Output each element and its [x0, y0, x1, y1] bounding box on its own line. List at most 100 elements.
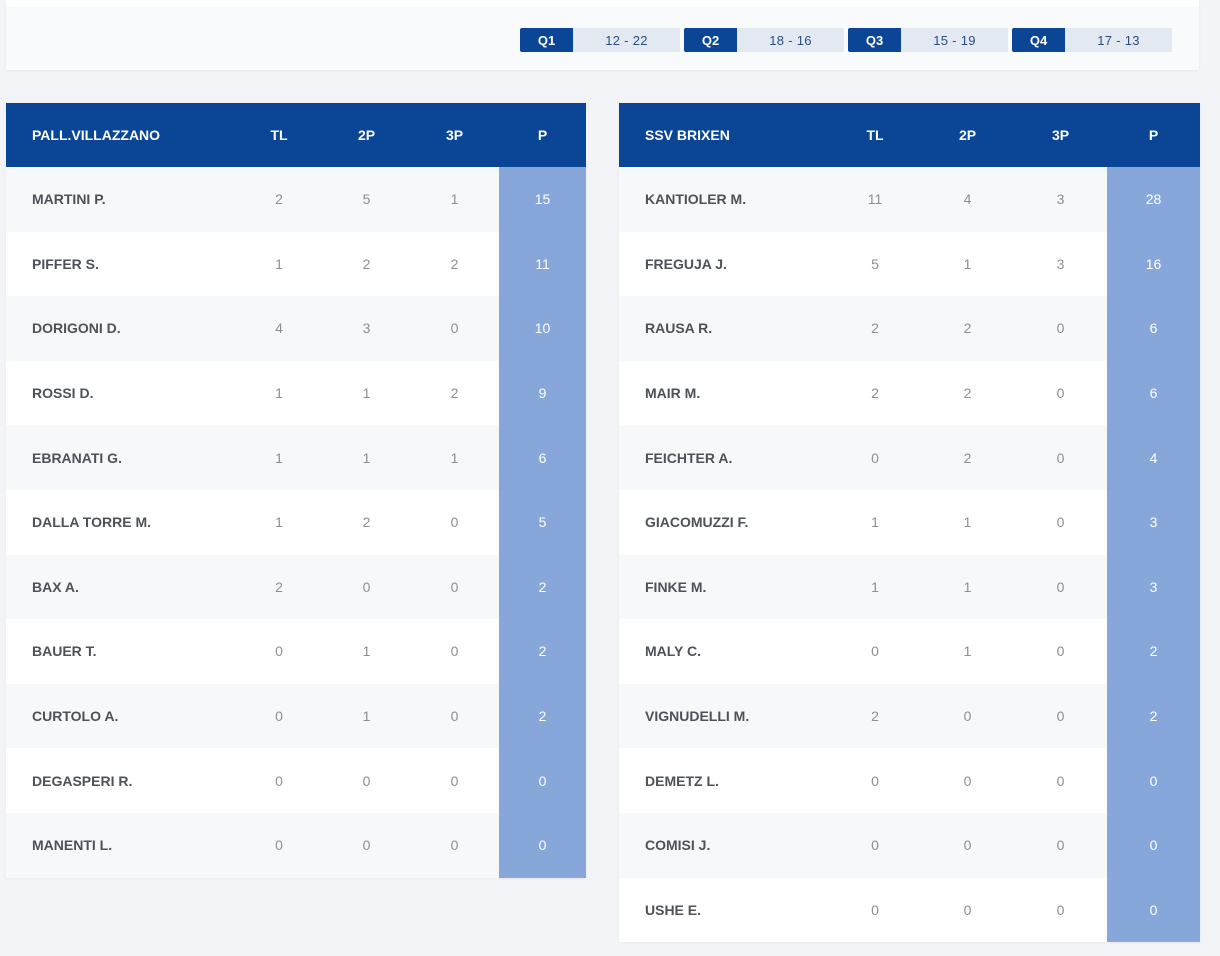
player-name: MALY C.	[645, 643, 702, 660]
player-points: 15	[499, 167, 586, 232]
player-points: 2	[499, 554, 586, 620]
quarter-label: Q4	[1012, 28, 1065, 52]
player-row: DEGASPERI R. 0 0 0 0	[6, 748, 586, 813]
player-points: 6	[1107, 296, 1200, 361]
player-2p: 1	[963, 514, 972, 531]
quarter-4: Q4 17 - 13	[1012, 28, 1172, 52]
player-name: COMISI J.	[645, 837, 711, 854]
player-row: COMISI J. 0 0 0 0	[619, 812, 1200, 878]
player-tl: 2	[871, 708, 879, 725]
player-points: 0	[499, 748, 586, 813]
player-tl: 0	[871, 901, 879, 918]
player-points: 0	[1107, 748, 1200, 813]
quarter-3: Q3 15 - 19	[848, 28, 1008, 52]
player-points: 10	[499, 296, 586, 361]
player-row: MALY C. 0 1 0 2	[619, 619, 1200, 684]
player-tl: 1	[275, 385, 283, 402]
player-name: DEMETZ L.	[645, 772, 719, 789]
player-row: USHE E. 0 0 0 0	[619, 877, 1200, 943]
player-2p: 1	[362, 643, 371, 660]
column-header-2p: 2P	[958, 127, 977, 143]
player-tl: 2	[871, 320, 879, 337]
player-row: MAIR M. 2 2 0 6	[619, 360, 1200, 426]
team-stats-table-home: PALL.VILLAZZANO TL 2P 3P P MARTINI P. 2 5 1…	[6, 103, 586, 878]
column-header-2p: 2P	[357, 127, 376, 143]
player-row: KANTIOLER M. 11 4 3 28	[619, 167, 1200, 232]
player-tl: 1	[871, 514, 879, 531]
player-tl: 2	[275, 578, 283, 595]
quarter-score: 18 - 16	[737, 28, 844, 52]
player-tl: 0	[871, 643, 879, 660]
player-2p: 2	[963, 385, 972, 402]
player-3p: 0	[1056, 449, 1065, 466]
table-header: PALL.VILLAZZANO TL 2P 3P P	[6, 103, 586, 167]
player-3p: 0	[450, 320, 459, 337]
player-row: EBRANATI G. 1 1 1 6	[6, 425, 586, 490]
player-points: 4	[1107, 425, 1200, 490]
player-row: GIACOMUZZI F. 1 1 0 3	[619, 489, 1200, 555]
player-name: MARTINI P.	[32, 191, 106, 208]
player-2p: 1	[963, 578, 972, 595]
player-name: PIFFER S.	[32, 255, 99, 272]
player-3p: 0	[450, 772, 459, 789]
player-name: MAIR M.	[645, 385, 701, 402]
column-header-3p: 3P	[1051, 127, 1070, 143]
player-name: VIGNUDELLI M.	[645, 708, 750, 725]
player-3p: 0	[1056, 385, 1065, 402]
team-name: SSV BRIXEN	[645, 127, 730, 143]
player-tl: 11	[867, 191, 883, 208]
player-tl: 2	[275, 191, 283, 208]
player-3p: 0	[1056, 708, 1065, 725]
player-row: RAUSA R. 2 2 0 6	[619, 296, 1200, 361]
player-points: 0	[499, 812, 586, 878]
player-2p: 2	[963, 449, 972, 466]
player-name: GIACOMUZZI F.	[645, 514, 749, 531]
quarter-2: Q2 18 - 16	[684, 28, 844, 52]
player-row: DEMETZ L. 0 0 0 0	[619, 748, 1200, 813]
player-name: BAX A.	[32, 578, 79, 595]
player-points: 6	[499, 425, 586, 490]
player-name: DALLA TORRE M.	[32, 514, 151, 531]
player-row: PIFFER S. 1 2 2 11	[6, 231, 586, 297]
column-header-points: P	[537, 127, 548, 143]
player-2p: 0	[362, 578, 371, 595]
player-tl: 0	[871, 837, 879, 854]
player-points: 2	[499, 683, 586, 749]
quarter-1: Q1 12 - 22	[520, 28, 680, 52]
player-tl: 1	[275, 255, 283, 272]
player-2p: 5	[362, 191, 371, 208]
player-row: MARTINI P. 2 5 1 15	[6, 167, 586, 232]
panel-top-strip	[6, 0, 1199, 7]
player-tl: 1	[275, 449, 283, 466]
player-name: ROSSI D.	[32, 385, 94, 402]
player-points: 3	[1107, 489, 1200, 555]
player-3p: 0	[450, 643, 459, 660]
player-points: 9	[499, 360, 586, 426]
player-3p: 0	[450, 837, 459, 854]
player-points: 2	[1107, 619, 1200, 684]
player-row: DALLA TORRE M. 1 2 0 5	[6, 489, 586, 555]
column-header-tl: TL	[866, 127, 884, 143]
player-points: 28	[1107, 167, 1200, 232]
player-2p: 0	[362, 837, 371, 854]
player-tl: 1	[275, 514, 283, 531]
player-row: FEICHTER A. 0 2 0 4	[619, 425, 1200, 490]
quarter-score: 15 - 19	[901, 28, 1008, 52]
player-row: FREGUJA J. 5 1 3 16	[619, 231, 1200, 297]
table-header: SSV BRIXEN TL 2P 3P P	[619, 103, 1200, 167]
team-name: PALL.VILLAZZANO	[32, 127, 161, 143]
quarter-score: 17 - 13	[1065, 28, 1172, 52]
player-3p: 2	[450, 385, 459, 402]
player-2p: 0	[963, 708, 972, 725]
player-3p: 0	[1056, 837, 1065, 854]
player-tl: 5	[871, 255, 879, 272]
player-tl: 0	[275, 643, 283, 660]
player-name: MANENTI L.	[32, 837, 113, 854]
column-header-points: P	[1148, 127, 1159, 143]
player-name: USHE E.	[645, 901, 702, 918]
player-3p: 3	[1056, 255, 1065, 272]
player-row: FINKE M. 1 1 0 3	[619, 554, 1200, 620]
player-row: MANENTI L. 0 0 0 0	[6, 812, 586, 878]
player-tl: 0	[871, 772, 879, 789]
player-points: 11	[499, 231, 586, 297]
